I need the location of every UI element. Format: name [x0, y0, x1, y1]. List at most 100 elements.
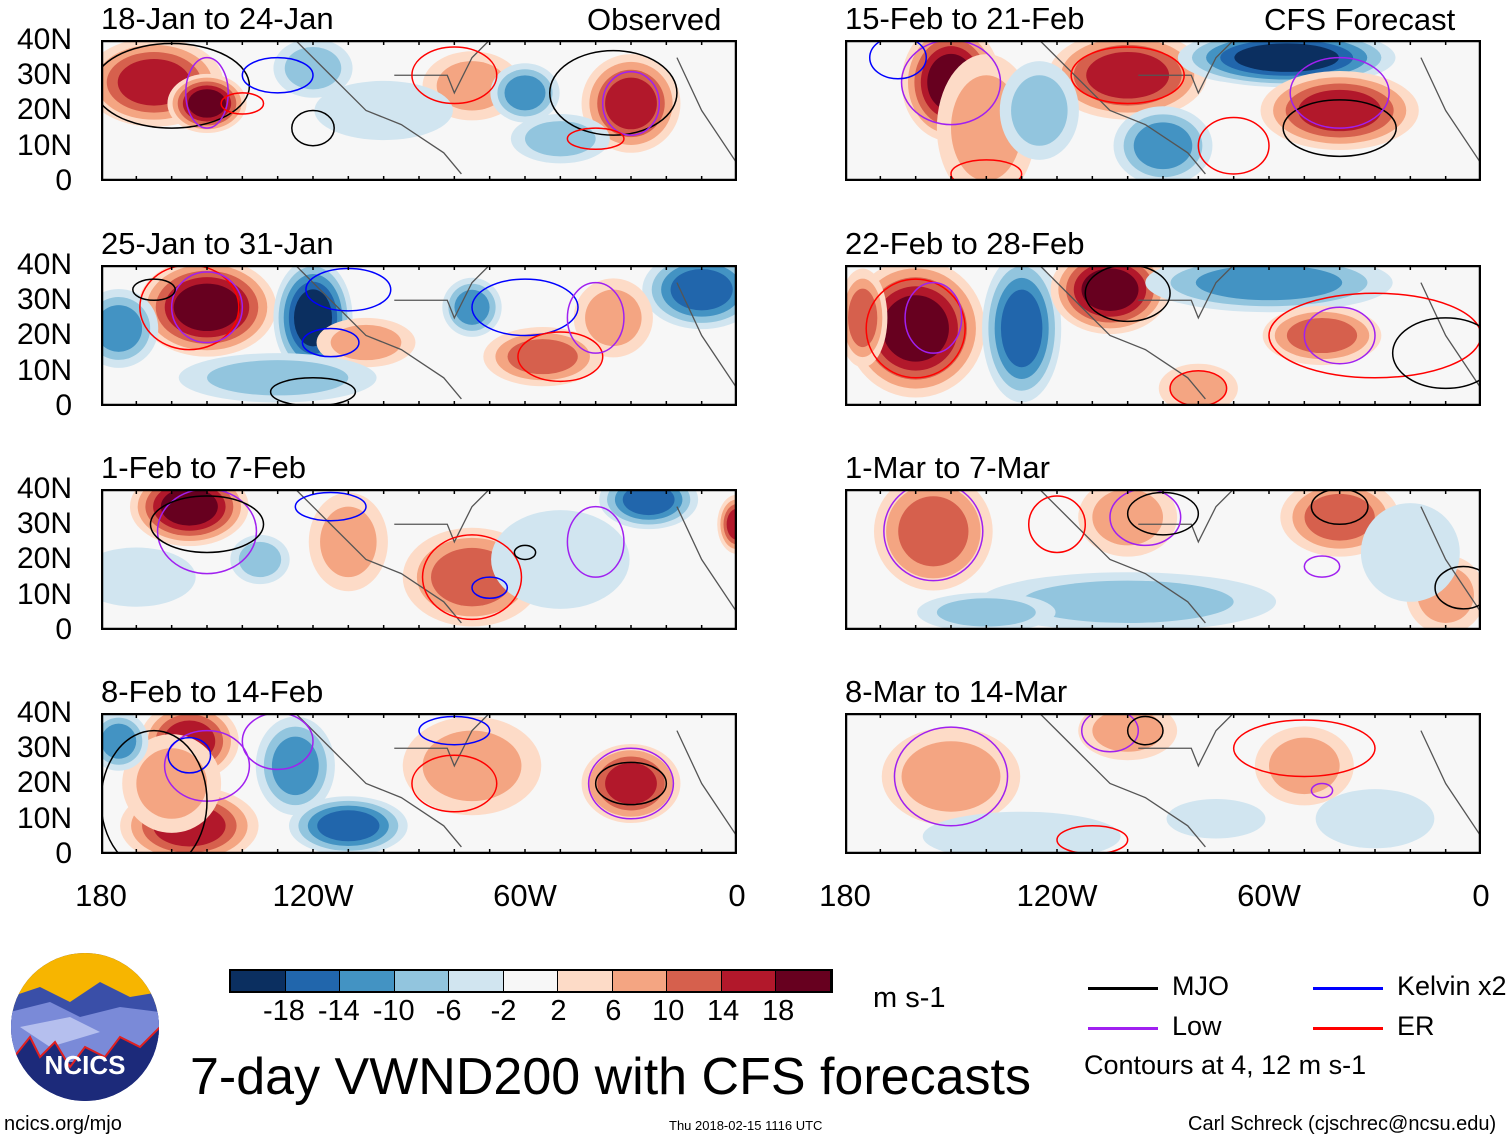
- contour-note: Contours at 4, 12 m s-1: [1084, 1050, 1367, 1080]
- contour-low: [587, 747, 675, 820]
- map-panel: [845, 40, 1481, 181]
- anomaly-shading: [187, 89, 227, 118]
- anomaly-shading: [101, 723, 137, 759]
- svg-text:NCICS: NCICS: [45, 1050, 126, 1080]
- colorbar-swatch: [558, 971, 613, 991]
- colorbar-label: 14: [707, 995, 740, 1027]
- colorbar-label: 2: [550, 995, 567, 1027]
- contour-mjo: [291, 109, 335, 147]
- lon-label: 120W: [1016, 878, 1098, 913]
- map-panel: [101, 40, 737, 181]
- anomaly-shading: [314, 80, 453, 141]
- map-panel: [101, 489, 737, 630]
- contour-er: [865, 278, 966, 379]
- contour-mjo: [1084, 265, 1171, 323]
- anomaly-shading: [848, 288, 878, 348]
- anomaly-shading: [1304, 493, 1375, 541]
- colorbar-label: 10: [652, 995, 685, 1027]
- anomaly-shading: [436, 61, 508, 111]
- contour-mjo: [1282, 99, 1397, 158]
- panel-title: 8-Feb to 14-Feb: [101, 674, 324, 709]
- anomaly-shading: [1298, 89, 1382, 132]
- anomaly-shading: [1195, 265, 1343, 301]
- lat-label: 20N: [16, 766, 72, 800]
- legend-label: Kelvin x2: [1397, 971, 1507, 1001]
- contour-low: [566, 281, 625, 354]
- contour-low: [883, 489, 984, 582]
- contour-er: [411, 754, 498, 813]
- colorbar-swatch: [667, 971, 722, 991]
- lon-label: 120W: [272, 878, 354, 913]
- contour-mjo: [1310, 489, 1369, 525]
- lat-label: 20N: [16, 542, 72, 576]
- anomaly-shading: [504, 75, 546, 111]
- anomaly-shading: [101, 547, 196, 607]
- colorbar-label: -2: [490, 995, 517, 1027]
- colorbar-swatch: [231, 971, 286, 991]
- anomaly-shading: [136, 748, 207, 819]
- anomaly-shading: [1286, 317, 1358, 354]
- colorbar-swatch: [776, 971, 832, 991]
- anomaly-shading: [726, 508, 737, 540]
- lat-label: 30N: [16, 507, 72, 541]
- map-panel: [101, 265, 737, 406]
- contour-er: [411, 46, 498, 105]
- contour-mjo: [1126, 715, 1164, 746]
- colorbar-label: -6: [435, 995, 462, 1027]
- colorbar-swatch: [394, 971, 450, 991]
- contour-low: [601, 70, 661, 136]
- figure-title: 7-day VWND200 with CFS forecasts: [190, 1048, 1031, 1106]
- colorbar-swatch: [285, 971, 341, 991]
- contour-low: [156, 489, 258, 575]
- contour-mjo: [1391, 317, 1481, 390]
- forecast-label: CFS Forecast: [1264, 2, 1456, 37]
- anomaly-shading: [330, 324, 402, 361]
- contour-er: [566, 127, 625, 151]
- legend-line-low: [1088, 1027, 1158, 1030]
- anomaly-shading: [605, 77, 657, 130]
- anomaly-shading: [1315, 789, 1435, 849]
- anomaly-shading: [585, 289, 642, 347]
- anomaly-shading: [317, 810, 380, 842]
- panel-title: 1-Feb to 7-Feb: [101, 450, 307, 485]
- contour-low: [1289, 56, 1390, 129]
- website-link[interactable]: ncics.org/mjo: [4, 1113, 122, 1135]
- colorbar: [229, 969, 833, 993]
- anomaly-shading: [1011, 75, 1068, 146]
- lat-label: 20N: [16, 318, 72, 352]
- legend-label: MJO: [1172, 971, 1229, 1001]
- map-panel: [845, 265, 1481, 406]
- anomaly-shading: [1170, 370, 1227, 406]
- coastline: [294, 489, 737, 624]
- contour-er: [1268, 292, 1481, 379]
- lat-label: 40N: [16, 23, 72, 56]
- contour-low: [900, 40, 1002, 126]
- colorbar-swatch: [449, 971, 504, 991]
- colorbar-swatch: [721, 971, 777, 991]
- lon-label: 180: [75, 878, 127, 913]
- lon-label: 180: [819, 878, 871, 913]
- colorbar-label: 18: [761, 995, 795, 1027]
- legend-label: Low: [1172, 1011, 1222, 1041]
- lat-label: 30N: [16, 283, 72, 317]
- colorbar-swatch: [503, 971, 559, 991]
- lat-label: 10N: [16, 128, 72, 162]
- contour-er: [139, 265, 240, 351]
- anomaly-shading: [882, 295, 949, 362]
- lat-label: 0: [55, 388, 72, 422]
- lon-label: 0: [1472, 878, 1490, 913]
- contour-kelvin-x2: [301, 327, 360, 358]
- contour-mjo: [548, 49, 678, 136]
- legend-label: ER: [1397, 1011, 1435, 1041]
- contour-low: [241, 713, 314, 771]
- anomaly-shading: [101, 305, 143, 352]
- contour-low: [904, 281, 963, 354]
- anomaly-shading: [1166, 799, 1266, 839]
- lat-label: 30N: [16, 731, 72, 765]
- colorbar-label: -10: [372, 995, 415, 1027]
- map-panel: [101, 713, 737, 854]
- contour-mjo: [269, 377, 357, 406]
- anomaly-shading: [160, 489, 218, 526]
- coastline: [294, 265, 737, 400]
- contour-er: [1197, 116, 1270, 175]
